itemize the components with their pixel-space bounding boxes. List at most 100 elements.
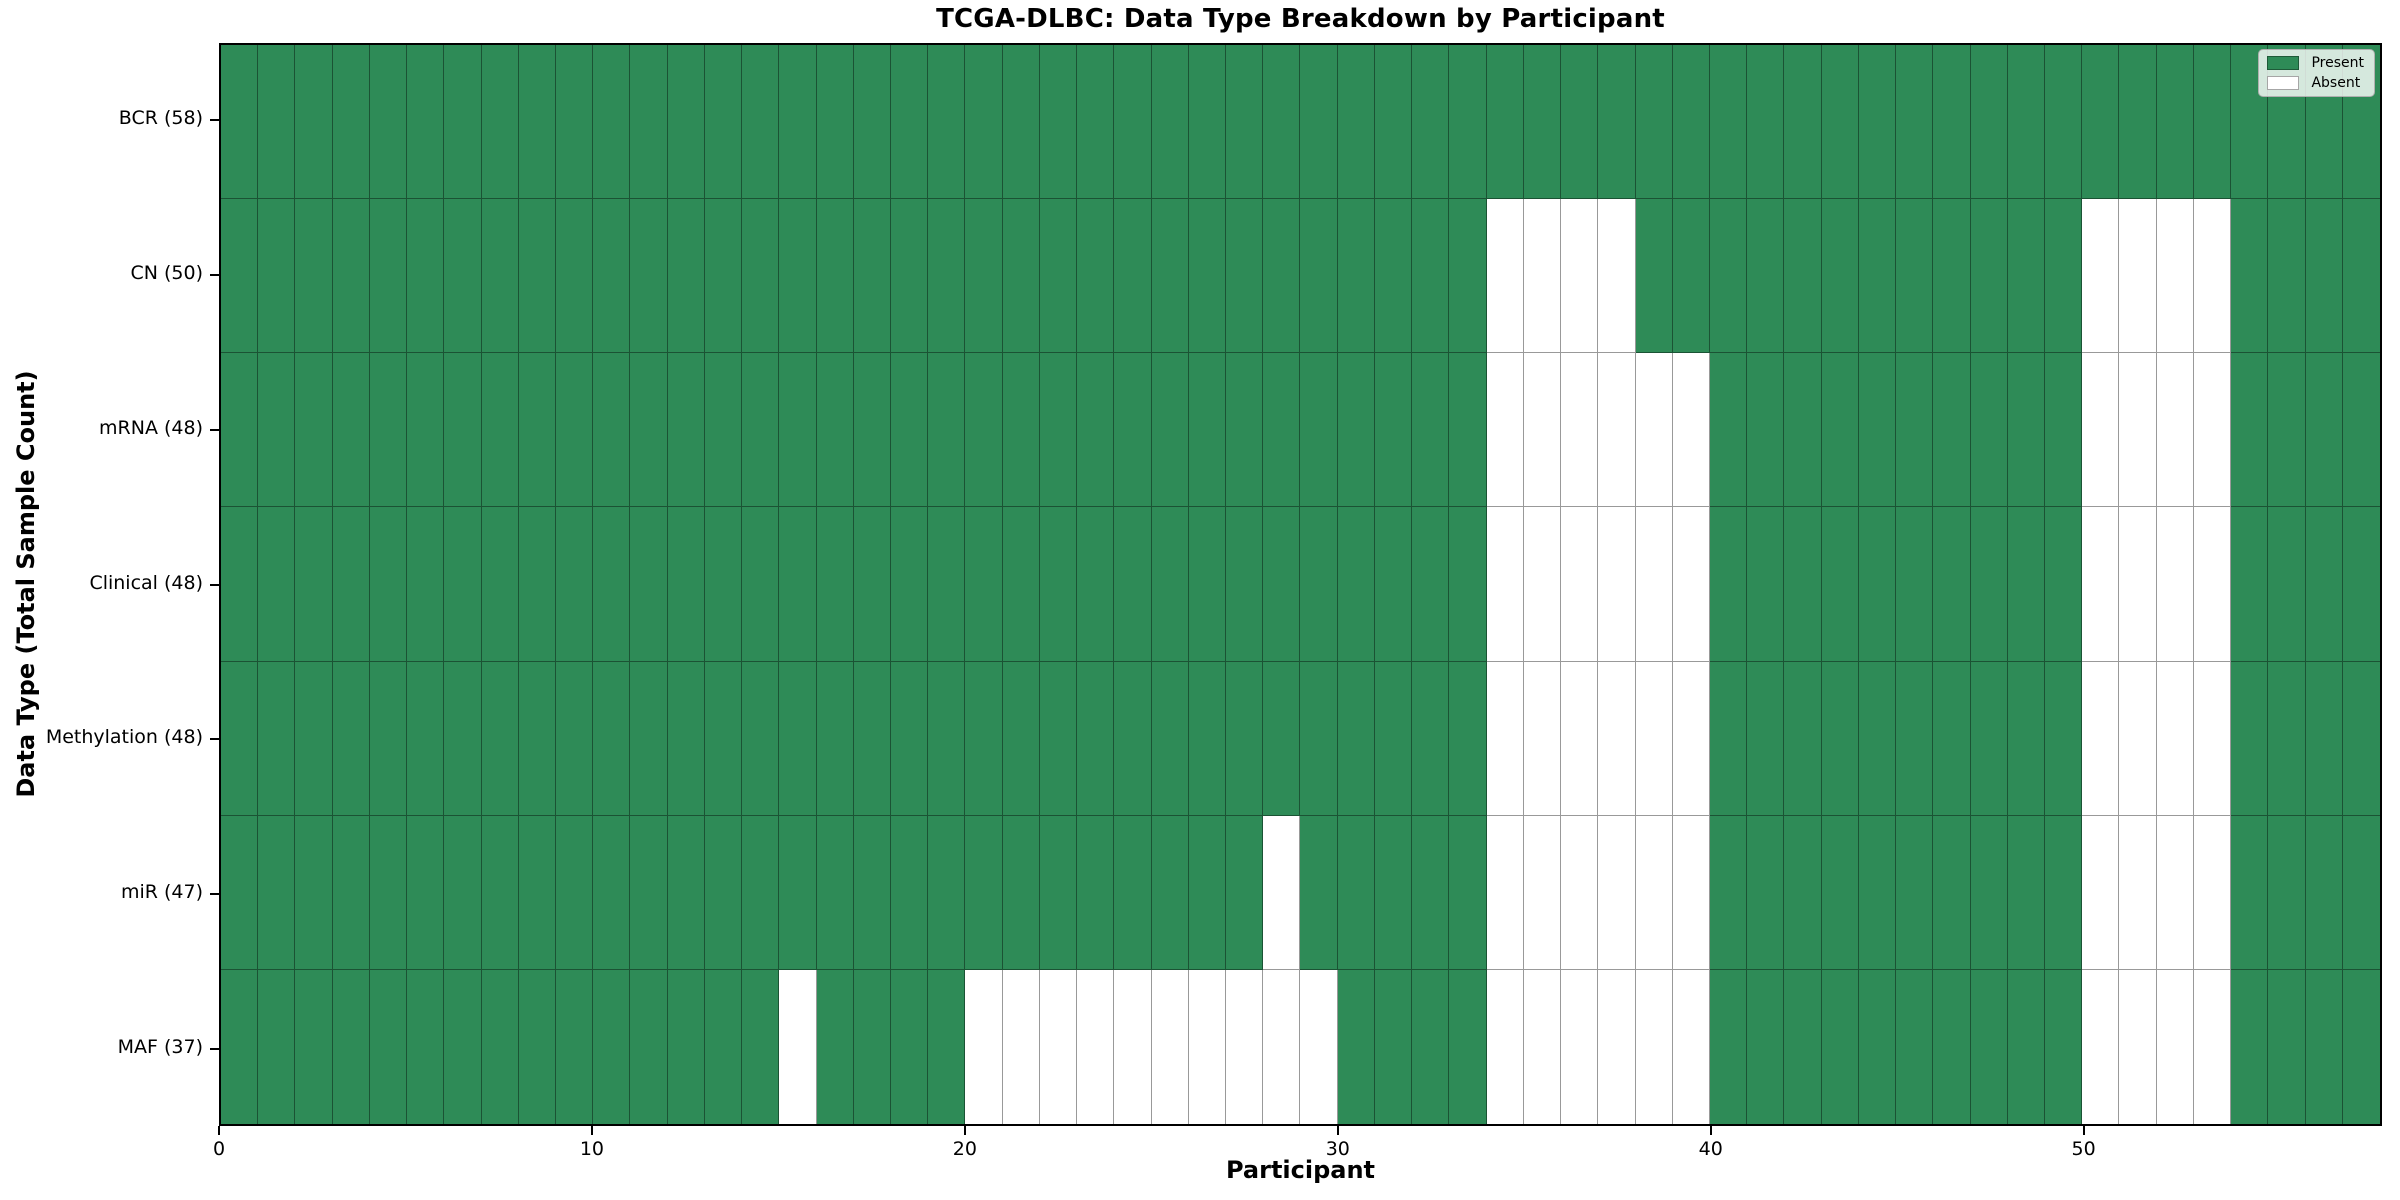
heatmap-cell	[1300, 661, 1338, 816]
x-tick-mark	[2082, 1126, 2085, 1135]
x-tick-mark	[963, 1126, 966, 1135]
heatmap-cell	[1523, 661, 1562, 816]
heatmap-cell	[1300, 353, 1338, 508]
heatmap-cell	[369, 199, 408, 354]
heatmap-cell	[1077, 815, 1115, 970]
heatmap-cell	[1896, 969, 1934, 1124]
heatmap-cell	[1747, 815, 1785, 970]
heatmap-cell	[630, 507, 668, 662]
heatmap-cell	[2082, 507, 2120, 662]
heatmap-cell	[779, 199, 817, 354]
heatmap-cell	[556, 815, 594, 970]
heatmap-cell	[667, 661, 705, 816]
y-tick-mark	[210, 738, 219, 741]
heatmap-cell	[1151, 45, 1189, 200]
heatmap-cell	[1114, 815, 1152, 970]
heatmap-cell	[518, 45, 557, 200]
y-tick-label: Methylation (48)	[45, 726, 203, 749]
heatmap-cell	[704, 199, 743, 354]
heatmap-cell	[1598, 199, 1636, 354]
heatmap-cell	[2156, 815, 2194, 970]
x-tick-label: 0	[212, 1138, 226, 1160]
heatmap-cell	[481, 661, 519, 816]
x-tick-label: 10	[579, 1138, 605, 1160]
heatmap-cell	[1784, 661, 1822, 816]
chart-title: TCGA-DLBC: Data Type Breakdown by Partic…	[936, 4, 1665, 34]
heatmap-cell	[2342, 199, 2380, 354]
heatmap-cell	[1486, 661, 1524, 816]
heatmap-cell	[1561, 45, 1599, 200]
heatmap-cell	[332, 969, 370, 1124]
heatmap-cell	[1561, 969, 1599, 1124]
heatmap-cell	[1188, 969, 1227, 1124]
heatmap-cell	[1337, 45, 1375, 200]
heatmap-cell	[853, 353, 892, 508]
heatmap-cell	[518, 507, 557, 662]
heatmap-cell	[1337, 969, 1375, 1124]
heatmap-cell	[1077, 353, 1115, 508]
heatmap-cell	[1039, 507, 1078, 662]
heatmap-cell	[1374, 45, 1413, 200]
heatmap-cell	[332, 45, 370, 200]
heatmap-cell	[1226, 353, 1264, 508]
heatmap-cell	[928, 507, 966, 662]
heatmap-cell	[1263, 969, 1301, 1124]
heatmap-cell	[816, 507, 854, 662]
heatmap-cell	[1672, 969, 1710, 1124]
heatmap-cell	[1449, 815, 1487, 970]
heatmap-cell	[1523, 969, 1562, 1124]
heatmap-cell	[1784, 199, 1822, 354]
heatmap-cell	[258, 199, 296, 354]
heatmap-cell	[742, 45, 780, 200]
y-tick-mark	[210, 1047, 219, 1050]
heatmap-cell	[1523, 45, 1562, 200]
heatmap-cell	[2193, 661, 2232, 816]
heatmap-cell	[1561, 199, 1599, 354]
heatmap-cell	[704, 969, 743, 1124]
legend-item-present: Present	[2267, 56, 2364, 70]
heatmap-cell	[853, 661, 892, 816]
heatmap-cell	[1114, 199, 1152, 354]
heatmap-cell	[816, 353, 854, 508]
heatmap-cell	[1337, 199, 1375, 354]
heatmap-cell	[1635, 969, 1673, 1124]
y-tick-mark	[210, 583, 219, 586]
heatmap-cell	[928, 353, 966, 508]
heatmap-cell	[2082, 45, 2120, 200]
heatmap-cell	[1970, 661, 2008, 816]
x-tick-label: 30	[1325, 1138, 1350, 1160]
heatmap-cell	[1747, 45, 1785, 200]
heatmap-cell	[1263, 353, 1301, 508]
heatmap-cell	[1747, 199, 1785, 354]
heatmap-cell	[1635, 661, 1673, 816]
heatmap-cell	[1226, 815, 1264, 970]
heatmap-cell	[1821, 199, 1859, 354]
heatmap-cell	[1858, 199, 1897, 354]
heatmap-cell	[369, 815, 408, 970]
y-tick-label: mRNA (48)	[99, 416, 203, 439]
heatmap-cell	[221, 199, 259, 354]
x-tick-mark	[1709, 1126, 1712, 1135]
heatmap-cell	[1412, 969, 1450, 1124]
heatmap-cell	[1002, 199, 1040, 354]
heatmap-cell	[928, 815, 966, 970]
heatmap-cell	[779, 353, 817, 508]
heatmap-cell	[965, 199, 1003, 354]
heatmap-cell	[1114, 353, 1152, 508]
heatmap-cell	[1672, 507, 1710, 662]
heatmap-cell	[704, 353, 743, 508]
heatmap-cell	[1039, 199, 1078, 354]
heatmap-cell	[891, 353, 929, 508]
heatmap-cell	[1300, 199, 1338, 354]
heatmap-cell	[444, 815, 482, 970]
heatmap-cell	[1449, 969, 1487, 1124]
heatmap-cell	[1933, 661, 1971, 816]
heatmap-cell	[928, 45, 966, 200]
heatmap-cell	[965, 969, 1003, 1124]
heatmap-cell	[1412, 353, 1450, 508]
heatmap-cell	[1039, 353, 1078, 508]
heatmap-cell	[816, 661, 854, 816]
heatmap-cell	[1784, 45, 1822, 200]
heatmap-cell	[1784, 969, 1822, 1124]
